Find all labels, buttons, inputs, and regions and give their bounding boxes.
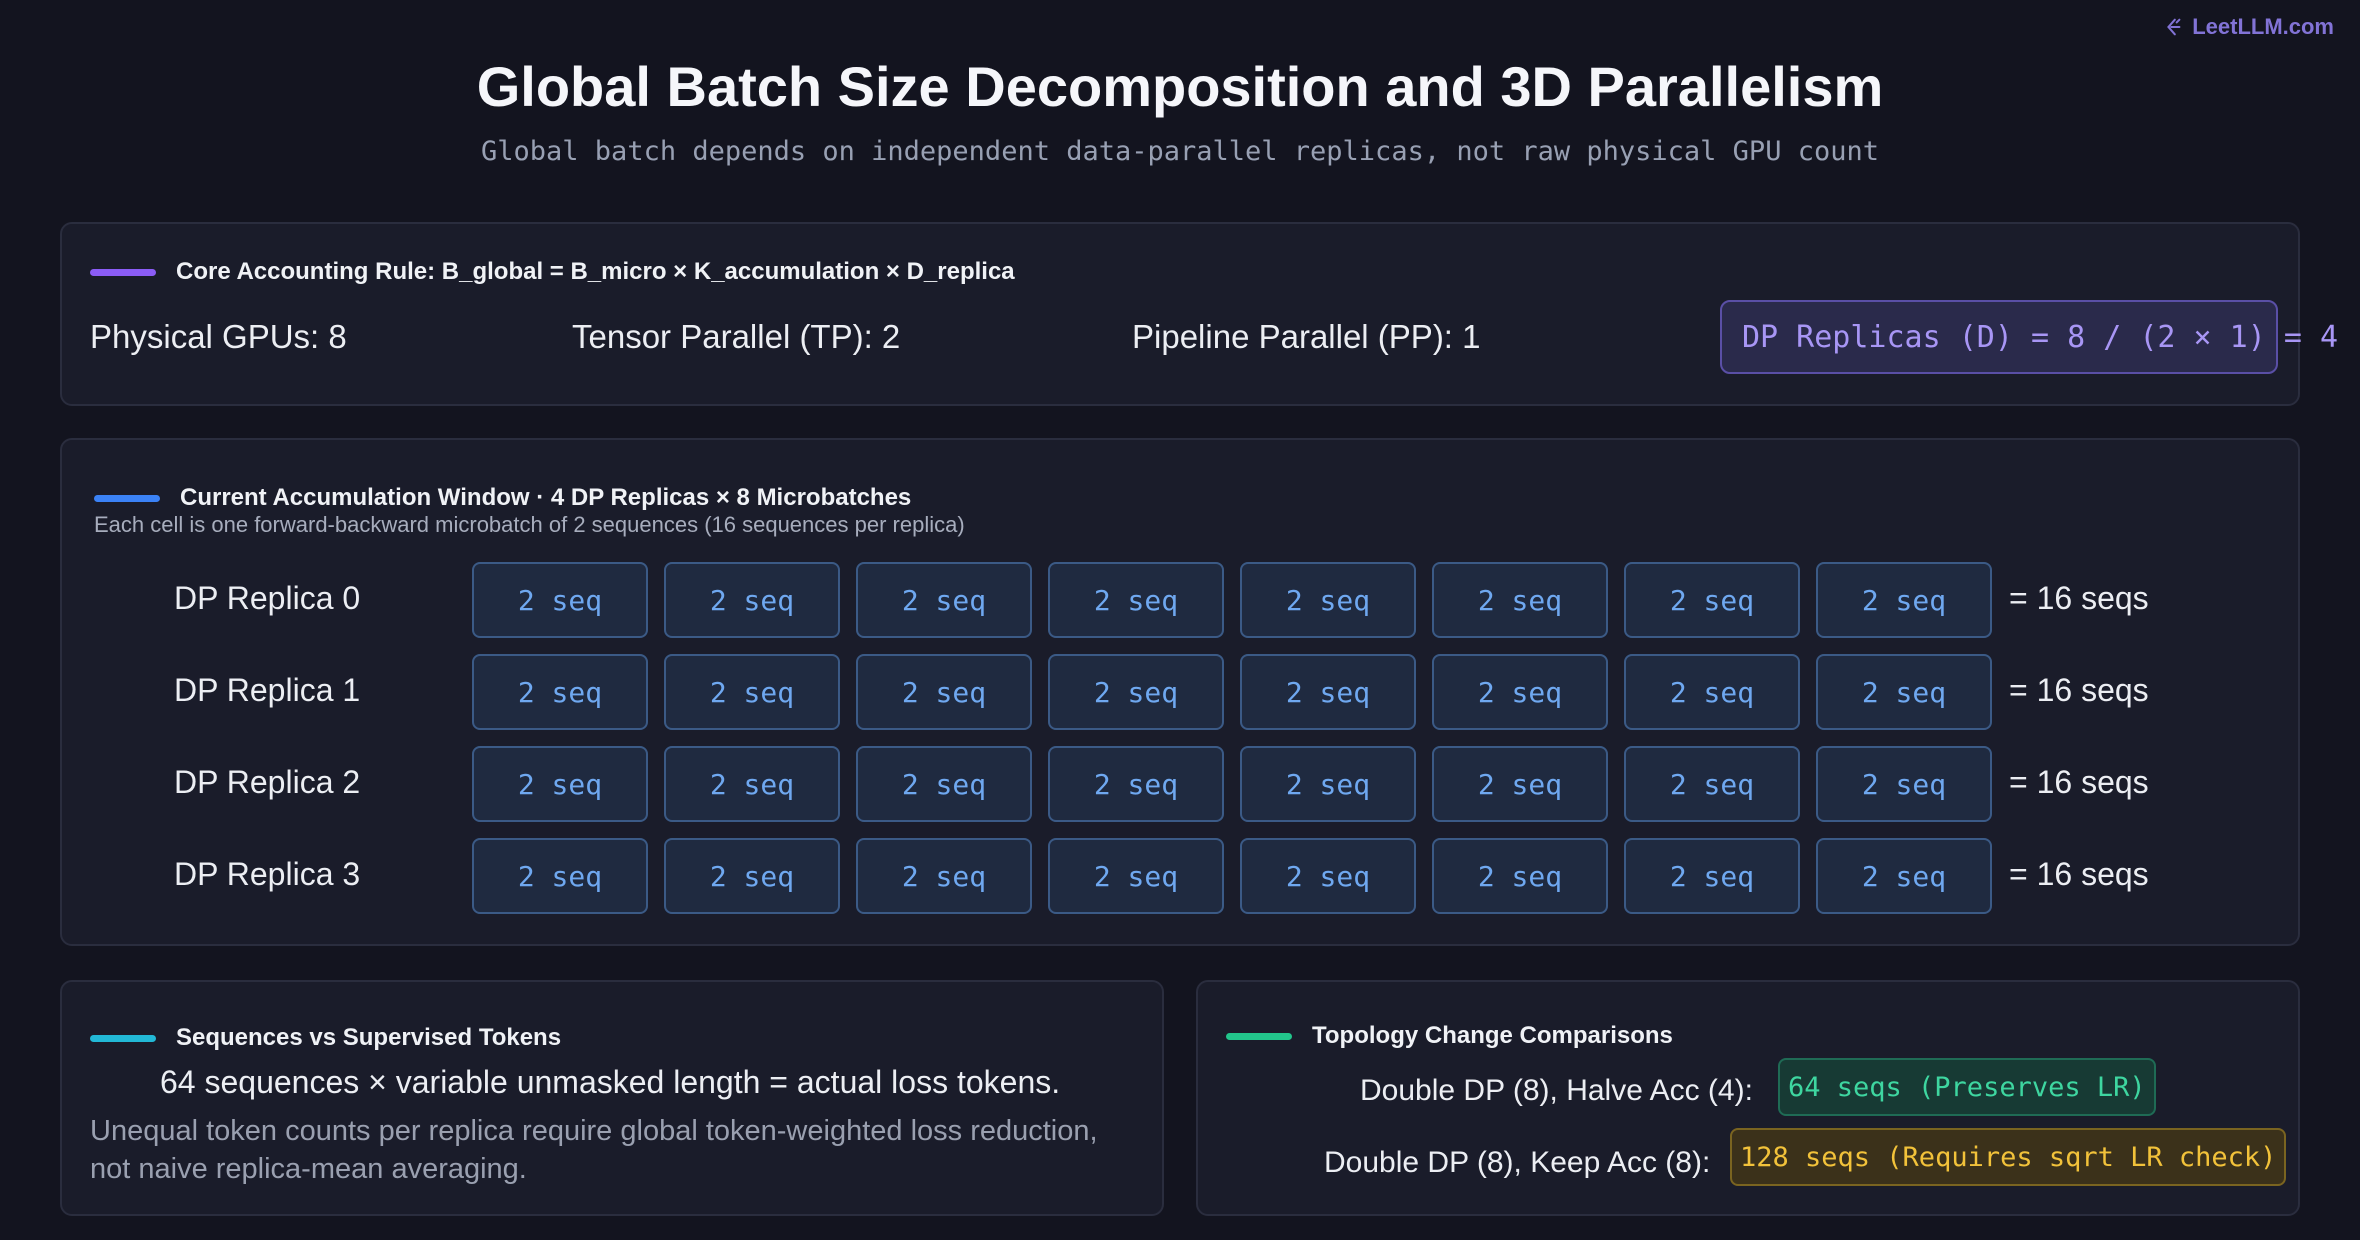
microbatch-cell: 2 seq [1624,838,1800,914]
topology-title: Topology Change Comparisons [1312,1022,1673,1049]
core-rule-title: Core Accounting Rule: B_global = B_micro… [176,258,1015,285]
microbatch-cell: 2 seq [472,838,648,914]
microbatch-cell: 2 seq [1816,746,1992,822]
microbatch-cell: 2 seq [856,838,1032,914]
dp-formula: DP Replicas (D) = 8 / (2 × 1) = 4 [1742,320,2339,355]
microbatch-cell: 2 seq [1432,562,1608,638]
microbatch-cell: 2 seq [856,746,1032,822]
microbatch-cell: 2 seq [472,746,648,822]
topology-panel: Topology Change Comparisons Double DP (8… [1196,980,2300,1216]
sequences-title: Sequences vs Supervised Tokens [176,1024,562,1051]
sequences-main: 64 sequences × variable unmasked length … [160,1064,1061,1100]
replica-total: = 16 seqs [2009,764,2149,800]
brand[interactable]: LeetLLM.com [2162,14,2334,40]
accumulation-panel: Current Accumulation Window · 4 DP Repli… [60,438,2300,946]
microbatch-cell: 2 seq [664,562,840,638]
microbatch-cell: 2 seq [664,654,840,730]
topology-row-label: Double DP (8), Halve Acc (4): [1360,1074,1753,1107]
replica-label: DP Replica 2 [174,764,361,800]
topology-result-badge: 128 seqs (Requires sqrt LR check) [1730,1128,2287,1186]
microbatch-cell: 2 seq [664,838,840,914]
replica-label: DP Replica 0 [174,580,361,616]
microbatch-cell: 2 seq [1048,746,1224,822]
microbatch-cell: 2 seq [1432,838,1608,914]
physical-gpus: Physical GPUs: 8 [90,318,347,355]
microbatch-cell: 2 seq [1240,746,1416,822]
replica-total: = 16 seqs [2009,580,2149,616]
replica-label: DP Replica 3 [174,856,361,892]
microbatch-cell: 2 seq [472,654,648,730]
microbatch-cell: 2 seq [1816,654,1992,730]
microbatch-cell: 2 seq [856,654,1032,730]
leetllm-logo-icon [2167,18,2181,36]
microbatch-cell: 2 seq [1240,838,1416,914]
microbatch-cell: 2 seq [1432,746,1608,822]
topology-accent [1226,1032,1292,1040]
microbatch-cell: 2 seq [1816,838,1992,914]
sequences-panel: Sequences vs Supervised Tokens 64 sequen… [60,980,1164,1216]
pipeline-parallel: Pipeline Parallel (PP): 1 [1132,318,1481,355]
microbatch-cell: 2 seq [664,746,840,822]
accumulation-accent [94,494,160,502]
accumulation-title: Current Accumulation Window · 4 DP Repli… [180,484,912,511]
microbatch-cell: 2 seq [1240,654,1416,730]
microbatch-cell: 2 seq [1624,654,1800,730]
microbatch-cell: 2 seq [1240,562,1416,638]
microbatch-cell: 2 seq [856,562,1032,638]
tensor-parallel: Tensor Parallel (TP): 2 [572,318,901,355]
microbatch-cell: 2 seq [1048,654,1224,730]
replica-total: = 16 seqs [2009,672,2149,708]
brand-name: LeetLLM.com [2192,14,2334,39]
sequences-note: Unequal token counts per replica require… [90,1115,1098,1185]
microbatch-cell: 2 seq [1432,654,1608,730]
page-subtitle: Global batch depends on independent data… [481,136,1879,167]
microbatch-cell: 2 seq [1624,562,1800,638]
microbatch-cell: 2 seq [1048,838,1224,914]
replica-total: = 16 seqs [2009,856,2149,892]
microbatch-cell: 2 seq [1624,746,1800,822]
accumulation-note: Each cell is one forward-backward microb… [94,512,965,537]
sequences-accent [90,1034,156,1042]
dp-formula-box [1720,300,2278,374]
microbatch-cell: 2 seq [1048,562,1224,638]
core-rule-panel: Core Accounting Rule: B_global = B_micro… [60,222,2338,406]
microbatch-cell: 2 seq [1816,562,1992,638]
topology-result-badge: 64 seqs (Preserves LR) [1778,1058,2156,1116]
replica-label: DP Replica 1 [174,672,361,708]
topology-row-label: Double DP (8), Keep Acc (8): [1324,1146,1711,1179]
core-rule-accent [90,268,156,276]
page-title: Global Batch Size Decomposition and 3D P… [476,55,1884,118]
microbatch-cell: 2 seq [472,562,648,638]
